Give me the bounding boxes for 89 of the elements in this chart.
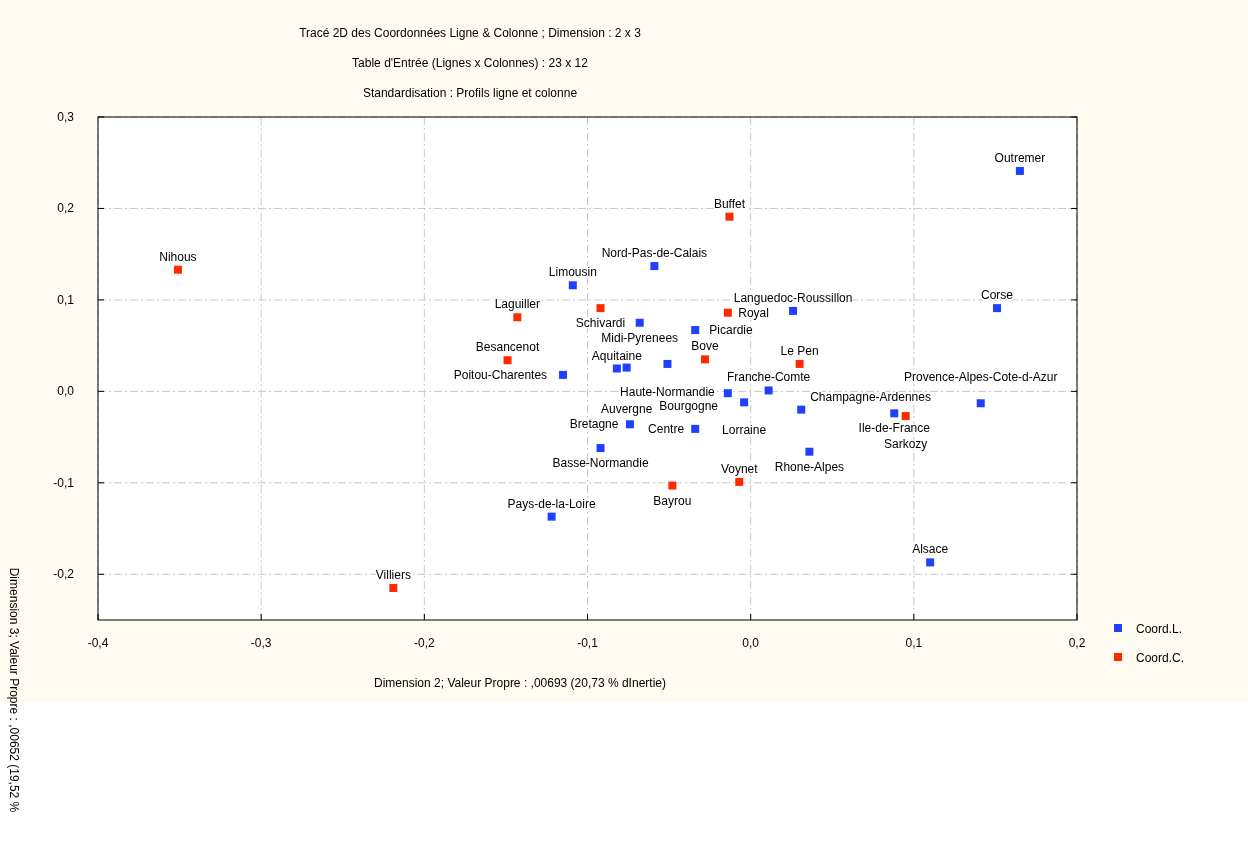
- y-axis-title: Dimension 3; Valeur Propre : ,00652 (19,52 %: [7, 567, 21, 813]
- x-tick-label: -0,1: [577, 636, 599, 650]
- annotation: Besancenot: [475, 340, 540, 355]
- x-tick-label: -0,2: [413, 636, 435, 650]
- point: [1015, 166, 1024, 175]
- annotation: Royal: [738, 305, 769, 320]
- annotation: Rhone-Alpes: [774, 459, 845, 474]
- annotation: Schivardi: [575, 316, 626, 331]
- x-axis-title: Dimension 2; Valeur Propre : ,00693 (20,73 % dInertie): [374, 676, 666, 690]
- point: [503, 356, 512, 365]
- annotation: Provence-Alpes-Cote-d-Azur: [904, 370, 1058, 385]
- y-tick-label: 0,0: [57, 384, 75, 399]
- point: [389, 583, 398, 592]
- annotation: Basse-Normandie: [552, 456, 649, 471]
- point: [723, 308, 732, 317]
- point: [725, 212, 734, 221]
- annotation: Bayrou: [653, 493, 692, 508]
- text: Table d'Entrée (Lignes x Colonnes) : 23 x 12 Standardisation : Profils ligne et colonne: [352, 56, 588, 100]
- point: [625, 420, 634, 429]
- annotation: Sarkozy: [884, 437, 928, 452]
- annotation: Pays-de-la-Loire: [507, 496, 596, 511]
- x-tick-label: 0,1: [905, 636, 923, 650]
- annotation: Midi-Pyrenees: [601, 330, 679, 345]
- point: [691, 326, 700, 335]
- point: [926, 558, 935, 567]
- annotation: Bourgogne: [659, 399, 719, 414]
- annotation: Centre: [648, 421, 685, 436]
- point: [890, 409, 899, 418]
- annotation: Lorraine: [722, 423, 767, 438]
- chart-title: Tracé 2D des Coordonnées Ligne & Colonne ; Dimension : 2 x 3: [299, 26, 642, 40]
- y-tick-label: 0,3: [57, 110, 75, 124]
- point: [700, 355, 709, 364]
- point: [740, 398, 749, 407]
- annotation: Outremer: [994, 150, 1046, 165]
- y-tick-label: -0,2: [53, 567, 75, 582]
- point: [612, 364, 621, 373]
- annotation: Laguiller: [494, 297, 541, 312]
- annotation: Aquitaine: [591, 348, 643, 363]
- annotation: Buffet: [713, 196, 746, 211]
- annotation: Voynet: [720, 461, 759, 476]
- annotation: Haute-Normandie: [620, 384, 716, 399]
- annotation: Nihous: [159, 249, 197, 264]
- point: [668, 481, 677, 490]
- point: [795, 359, 804, 368]
- x-tick-label: -0,4: [87, 636, 109, 650]
- point: [568, 281, 577, 290]
- point: [596, 304, 605, 313]
- annotation: Franche-Comte: [726, 370, 811, 385]
- annotation: Champagne-Ardennes: [810, 389, 931, 404]
- x-tick-label: 0,2: [1068, 636, 1086, 650]
- point: [596, 444, 605, 453]
- point: [723, 389, 732, 398]
- point: [663, 359, 672, 368]
- legend-label: Coord.L.: [1136, 622, 1183, 636]
- point: [691, 424, 700, 433]
- point: [764, 386, 773, 395]
- point: [735, 477, 744, 486]
- point: [976, 399, 985, 408]
- y-tick-label: 0,1: [57, 292, 75, 307]
- point: [173, 265, 182, 274]
- annotation: Villiers: [375, 567, 411, 582]
- point: [635, 318, 644, 327]
- x-tick-label: -0,3: [250, 636, 272, 650]
- point: [993, 304, 1002, 313]
- x-tick-label: 0,0: [742, 636, 760, 650]
- annotation: Limousin: [548, 265, 597, 280]
- point: [547, 512, 556, 521]
- annotation: Nord-Pas-de-Calais: [601, 246, 708, 261]
- legend-label: Coord.C.: [1136, 651, 1185, 665]
- annotation: Bretagne: [569, 417, 619, 432]
- annotation: Alsace: [912, 542, 949, 557]
- annotation: Poitou-Charentes: [453, 367, 548, 382]
- annotation: Picardie: [709, 323, 753, 338]
- point: [789, 306, 798, 315]
- annotation: Ile-de-France: [858, 421, 931, 436]
- point: [901, 412, 910, 421]
- annotation: Auvergne: [600, 401, 653, 416]
- annotation: Languedoc-Roussillon: [733, 290, 853, 305]
- annotation: Bove: [691, 339, 719, 354]
- point: [559, 370, 568, 379]
- annotation: Corse: [981, 288, 1014, 303]
- point: [622, 363, 631, 372]
- point: [805, 447, 814, 456]
- point: [650, 262, 659, 271]
- point: [797, 405, 806, 414]
- y-tick-label: 0,2: [57, 201, 75, 216]
- annotation: Le Pen: [780, 343, 819, 358]
- point: [513, 313, 522, 322]
- y-tick-label: -0,1: [53, 475, 75, 490]
